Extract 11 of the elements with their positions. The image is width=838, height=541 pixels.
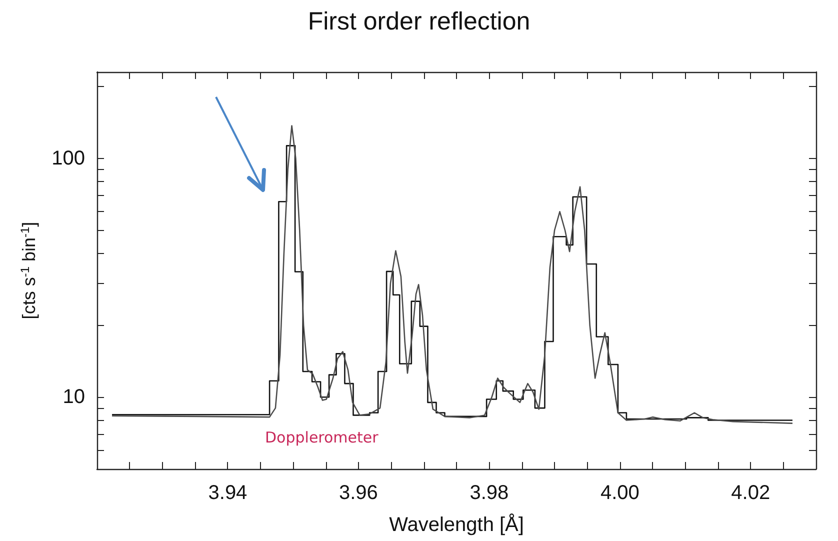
annotation: Dopplerometer xyxy=(265,428,380,446)
x-tick-label: 3.94 xyxy=(208,482,248,504)
chart-title: First order reflection xyxy=(308,8,530,36)
y-tick-label: 10 xyxy=(62,386,85,408)
x-tick-label: 4.00 xyxy=(600,482,640,504)
y-tick-label: 100 xyxy=(52,147,85,170)
x-tick-label: 3.96 xyxy=(338,482,378,504)
x-axis-title: Wavelength [Å] xyxy=(389,513,524,536)
x-tick-label: 4.02 xyxy=(731,482,770,504)
x-tick-label: 3.98 xyxy=(470,482,509,504)
y-axis-title: [cts s-1 bin-1] xyxy=(18,222,39,320)
